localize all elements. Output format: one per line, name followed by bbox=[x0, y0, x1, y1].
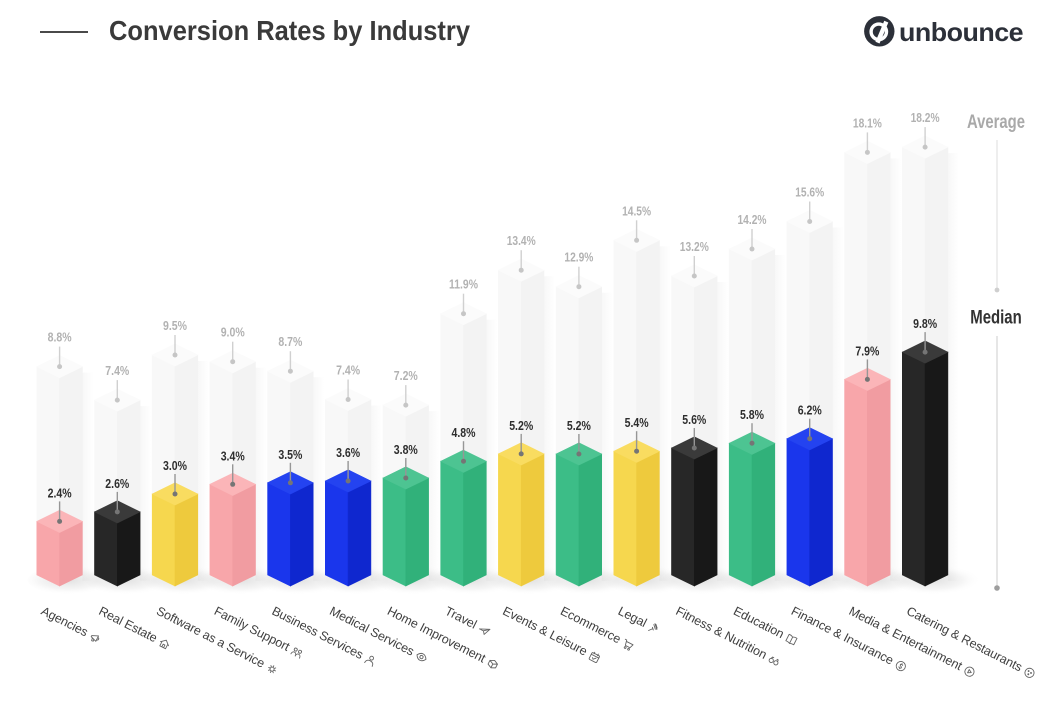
svg-text:9.0%: 9.0% bbox=[221, 325, 246, 340]
svg-text:9.5%: 9.5% bbox=[163, 318, 188, 333]
svg-text:5.8%: 5.8% bbox=[740, 407, 765, 422]
svg-text:5.4%: 5.4% bbox=[625, 415, 650, 430]
svg-text:3.4%: 3.4% bbox=[221, 448, 246, 463]
svg-text:3.5%: 3.5% bbox=[278, 447, 303, 462]
svg-text:14.2%: 14.2% bbox=[738, 212, 767, 227]
svg-text:12.9%: 12.9% bbox=[564, 250, 593, 265]
svg-text:18.1%: 18.1% bbox=[853, 115, 882, 130]
svg-text:6.2%: 6.2% bbox=[798, 403, 823, 418]
svg-text:13.2%: 13.2% bbox=[680, 239, 709, 254]
svg-text:3.8%: 3.8% bbox=[394, 442, 419, 457]
svg-text:3.6%: 3.6% bbox=[336, 445, 361, 460]
svg-text:7.9%: 7.9% bbox=[855, 343, 880, 358]
svg-text:5.6%: 5.6% bbox=[682, 412, 707, 427]
svg-text:7.4%: 7.4% bbox=[336, 363, 361, 378]
svg-text:5.2%: 5.2% bbox=[567, 418, 592, 433]
svg-text:2.4%: 2.4% bbox=[48, 485, 73, 500]
svg-text:4.8%: 4.8% bbox=[452, 425, 477, 440]
svg-text:11.9%: 11.9% bbox=[449, 277, 478, 292]
svg-text:7.2%: 7.2% bbox=[394, 368, 419, 383]
svg-text:3.0%: 3.0% bbox=[163, 458, 188, 473]
svg-text:18.2%: 18.2% bbox=[911, 110, 940, 125]
svg-text:9.8%: 9.8% bbox=[913, 316, 938, 331]
svg-text:unbounce: unbounce bbox=[899, 17, 1023, 47]
svg-text:Conversion Rates by Industry: Conversion Rates by Industry bbox=[109, 15, 470, 46]
svg-text:14.5%: 14.5% bbox=[622, 203, 651, 218]
svg-text:2.6%: 2.6% bbox=[105, 476, 130, 491]
svg-text:8.8%: 8.8% bbox=[48, 330, 73, 345]
svg-text:Median: Median bbox=[970, 307, 1022, 329]
svg-text:7.4%: 7.4% bbox=[105, 363, 130, 378]
svg-text:Average: Average bbox=[967, 111, 1025, 133]
svg-text:8.7%: 8.7% bbox=[278, 334, 303, 349]
svg-text:15.6%: 15.6% bbox=[795, 185, 824, 200]
svg-text:13.4%: 13.4% bbox=[507, 233, 536, 248]
svg-text:5.2%: 5.2% bbox=[509, 418, 534, 433]
